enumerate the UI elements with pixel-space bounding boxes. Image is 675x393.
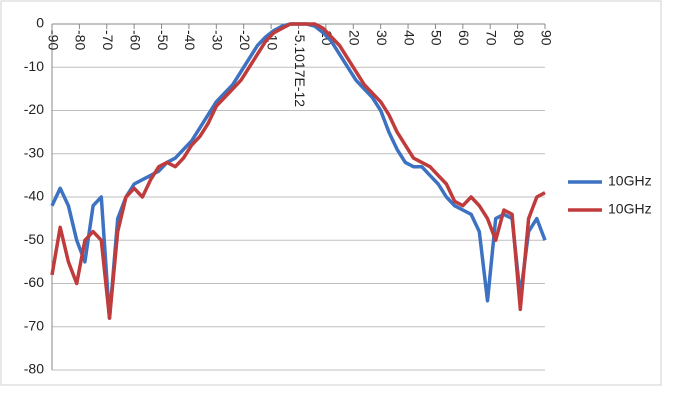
y-tick-label: -10: [24, 58, 44, 74]
x-tick-label: -20: [237, 30, 253, 50]
y-tick-label: -70: [24, 317, 44, 333]
x-tick-label: -30: [210, 30, 226, 50]
legend-label: 10GHz: [608, 201, 652, 217]
x-tick-label: -5.1017E-12: [292, 30, 308, 107]
x-tick-label: 90: [538, 30, 554, 46]
x-tick-label: 60: [456, 30, 472, 46]
series-line: [50, 22, 546, 320]
y-tick-label: -80: [24, 361, 44, 377]
x-tick-label: 20: [347, 30, 363, 46]
y-tick-label: -60: [24, 274, 44, 290]
x-tick-label: 80: [511, 30, 527, 46]
x-tick-label: 30: [374, 30, 390, 46]
y-tick-label: -30: [24, 144, 44, 160]
x-tick-label: 40: [401, 30, 417, 46]
x-tick-label: -40: [182, 30, 198, 50]
chart-border: [0, 0, 662, 386]
y-tick-label: -40: [24, 188, 44, 204]
x-tick-label: -80: [73, 30, 89, 50]
x-tick-label: -50: [155, 30, 171, 50]
x-tick-label: -90: [45, 30, 61, 50]
x-tick-label: 50: [429, 30, 445, 46]
y-tick-label: 0: [36, 15, 44, 31]
x-tick-label: -70: [100, 30, 116, 50]
y-tick-label: -20: [24, 101, 44, 117]
y-tick-label: -50: [24, 231, 44, 247]
x-tick-label: -60: [127, 30, 143, 50]
x-tick-label: 70: [484, 30, 500, 46]
legend-label: 10GHz: [608, 173, 652, 189]
